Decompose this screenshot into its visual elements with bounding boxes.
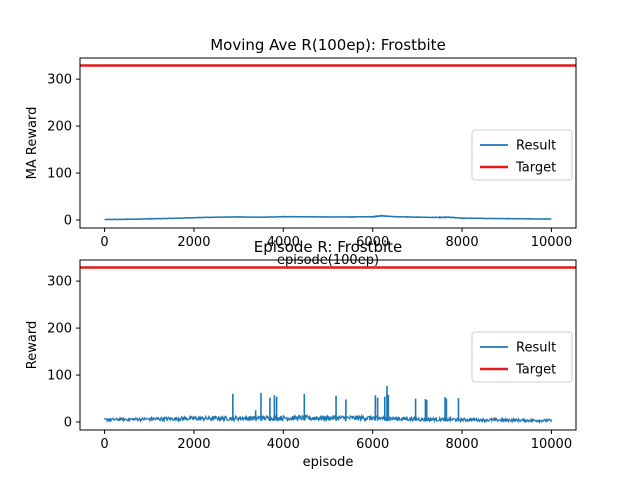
x-tick-label: 0 bbox=[100, 437, 108, 452]
chart-title: Episode R: Frostbite bbox=[254, 238, 403, 256]
chart-title: Moving Ave R(100ep): Frostbite bbox=[210, 36, 446, 54]
x-tick-label: 10000 bbox=[531, 235, 572, 250]
x-tick-label: 2000 bbox=[177, 437, 210, 452]
axes-frame bbox=[79, 57, 577, 229]
y-tick-label: 300 bbox=[47, 73, 72, 88]
legend-label-target: Target bbox=[515, 161, 556, 176]
y-tick-label: 300 bbox=[47, 275, 72, 290]
y-tick-label: 0 bbox=[64, 214, 72, 229]
x-tick-label: 2000 bbox=[177, 235, 210, 250]
axes-frame bbox=[79, 259, 577, 431]
x-tick-label: 4000 bbox=[267, 437, 300, 452]
legend-label-target: Target bbox=[515, 363, 556, 378]
y-axis-label: Reward bbox=[25, 321, 40, 369]
result-series-line bbox=[104, 214, 552, 221]
legend: Result Target bbox=[471, 129, 573, 181]
y-tick-label: 100 bbox=[47, 369, 72, 384]
x-tick-label: 6000 bbox=[356, 235, 389, 250]
x-tick-label: 10000 bbox=[531, 437, 572, 452]
legend-label-result: Result bbox=[516, 139, 556, 154]
x-tick-label: 8000 bbox=[446, 235, 479, 250]
y-axis-label: MA Reward bbox=[25, 107, 40, 180]
chart-panel-1: Result Target bbox=[76, 57, 577, 232]
x-axis-label: episode bbox=[303, 455, 354, 470]
y-tick-label: 200 bbox=[47, 120, 72, 135]
x-tick-label: 6000 bbox=[356, 437, 389, 452]
y-tick-label: 100 bbox=[47, 167, 72, 182]
x-tick-label: 4000 bbox=[267, 235, 300, 250]
legend: Result Target bbox=[471, 331, 573, 383]
result-series-line bbox=[104, 413, 553, 424]
x-tick-label: 8000 bbox=[446, 437, 479, 452]
y-tick-label: 0 bbox=[64, 416, 72, 431]
legend-label-result: Result bbox=[516, 341, 556, 356]
y-tick-label: 200 bbox=[47, 322, 72, 337]
x-tick-label: 0 bbox=[100, 235, 108, 250]
chart-panel-2: Result Target bbox=[76, 259, 577, 434]
